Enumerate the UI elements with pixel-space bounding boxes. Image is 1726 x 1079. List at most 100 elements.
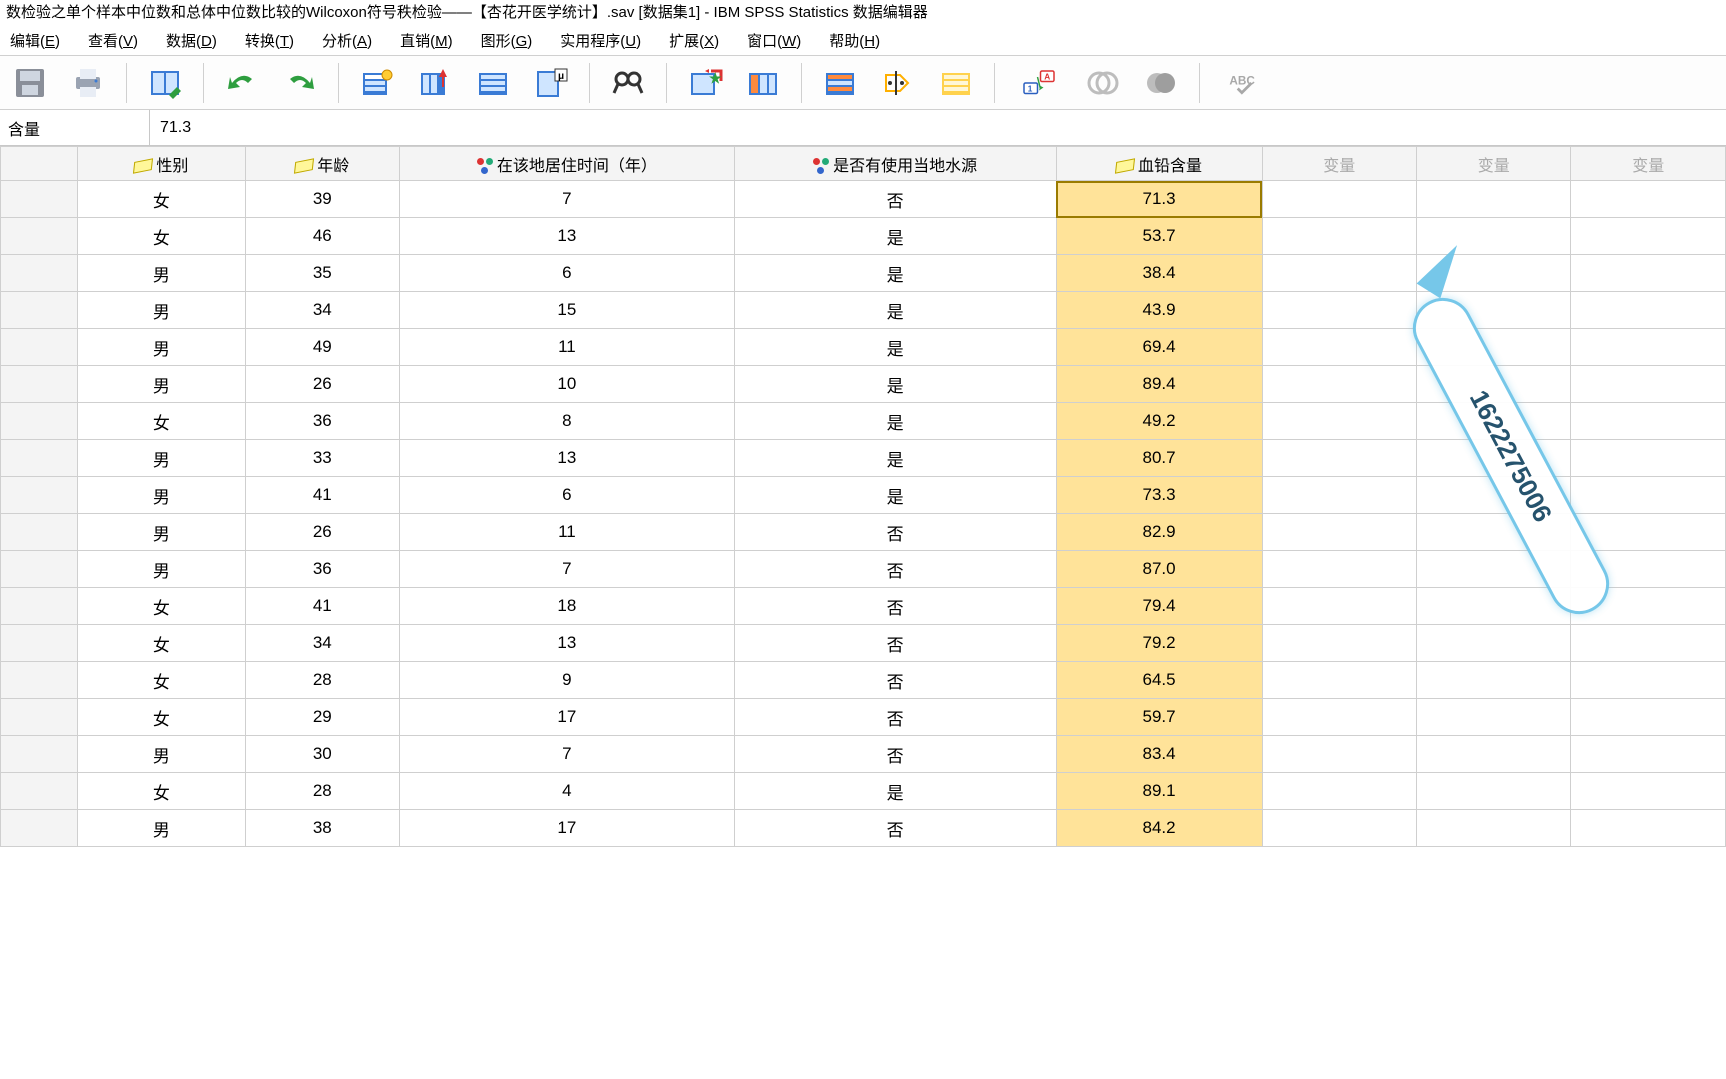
menu-w[interactable]: 窗口(W): [747, 30, 801, 51]
menu-e[interactable]: 编辑(E): [10, 30, 60, 51]
data-cell[interactable]: [1571, 329, 1726, 366]
data-cell[interactable]: 男: [78, 810, 245, 847]
data-cell[interactable]: 男: [78, 366, 245, 403]
data-cell[interactable]: [1417, 477, 1571, 514]
data-cell[interactable]: [1262, 329, 1416, 366]
data-cell[interactable]: 否: [734, 514, 1056, 551]
data-cell[interactable]: [1262, 736, 1416, 773]
row-header[interactable]: [1, 810, 78, 847]
data-cell[interactable]: 43.9: [1056, 292, 1262, 329]
menu-u[interactable]: 实用程序(U): [560, 30, 641, 51]
data-cell[interactable]: [1571, 181, 1726, 218]
data-cell[interactable]: 是: [734, 477, 1056, 514]
row-header[interactable]: [1, 292, 78, 329]
circles-filled-icon[interactable]: [1139, 61, 1183, 105]
data-cell[interactable]: [1262, 292, 1416, 329]
data-cell[interactable]: 7: [400, 551, 735, 588]
data-cell[interactable]: [1571, 514, 1726, 551]
data-cell[interactable]: [1417, 588, 1571, 625]
data-cell[interactable]: 84.2: [1056, 810, 1262, 847]
data-cell[interactable]: [1262, 255, 1416, 292]
row-header[interactable]: [1, 662, 78, 699]
data-cell[interactable]: [1262, 477, 1416, 514]
data-cell[interactable]: [1262, 773, 1416, 810]
data-cell[interactable]: 是: [734, 403, 1056, 440]
data-cell[interactable]: [1571, 662, 1726, 699]
data-cell[interactable]: 49.2: [1056, 403, 1262, 440]
data-cell[interactable]: 46: [245, 218, 399, 255]
use-sets-icon[interactable]: [934, 61, 978, 105]
menu-h[interactable]: 帮助(H): [829, 30, 880, 51]
data-cell[interactable]: [1417, 329, 1571, 366]
row-header[interactable]: [1, 551, 78, 588]
data-cell[interactable]: 否: [734, 588, 1056, 625]
row-header[interactable]: [1, 329, 78, 366]
data-cell[interactable]: 是: [734, 218, 1056, 255]
data-cell[interactable]: 女: [78, 773, 245, 810]
data-cell[interactable]: [1262, 588, 1416, 625]
data-cell[interactable]: 49: [245, 329, 399, 366]
data-cell[interactable]: [1571, 255, 1726, 292]
data-cell[interactable]: [1571, 292, 1726, 329]
data-cell[interactable]: 6: [400, 255, 735, 292]
data-cell[interactable]: [1262, 625, 1416, 662]
weight-cases-icon[interactable]: [741, 61, 785, 105]
circles-overlap-icon[interactable]: [1081, 61, 1125, 105]
data-cell[interactable]: 29: [245, 699, 399, 736]
row-header[interactable]: [1, 625, 78, 662]
data-cell[interactable]: 41: [245, 588, 399, 625]
row-header[interactable]: [1, 181, 78, 218]
data-cell[interactable]: 79.2: [1056, 625, 1262, 662]
data-cell[interactable]: 否: [734, 810, 1056, 847]
data-cell[interactable]: 38: [245, 810, 399, 847]
data-cell[interactable]: 男: [78, 551, 245, 588]
data-cell[interactable]: [1262, 662, 1416, 699]
undo-icon[interactable]: [220, 61, 264, 105]
data-cell[interactable]: 男: [78, 440, 245, 477]
data-cell[interactable]: 11: [400, 329, 735, 366]
data-cell[interactable]: 女: [78, 699, 245, 736]
data-cell[interactable]: [1417, 699, 1571, 736]
redo-icon[interactable]: [278, 61, 322, 105]
data-cell[interactable]: 否: [734, 551, 1056, 588]
data-cell[interactable]: [1262, 699, 1416, 736]
data-cell[interactable]: [1571, 699, 1726, 736]
column-header[interactable]: 是否有使用当地水源: [734, 147, 1056, 181]
data-cell[interactable]: [1262, 181, 1416, 218]
data-cell[interactable]: [1262, 440, 1416, 477]
data-cell[interactable]: 36: [245, 551, 399, 588]
data-cell[interactable]: [1417, 662, 1571, 699]
menu-t[interactable]: 转换(T): [245, 30, 294, 51]
spellcheck-icon[interactable]: ABC: [1216, 61, 1276, 105]
row-header[interactable]: [1, 366, 78, 403]
data-cell[interactable]: [1571, 440, 1726, 477]
corner-cell[interactable]: [1, 147, 78, 181]
row-header[interactable]: [1, 773, 78, 810]
data-cell[interactable]: 9: [400, 662, 735, 699]
data-cell[interactable]: 11: [400, 514, 735, 551]
data-cell[interactable]: [1571, 551, 1726, 588]
data-cell[interactable]: 28: [245, 662, 399, 699]
data-cell[interactable]: 女: [78, 181, 245, 218]
row-header[interactable]: [1, 255, 78, 292]
data-cell[interactable]: 13: [400, 440, 735, 477]
show-labels-icon[interactable]: A1: [1011, 61, 1067, 105]
variables-icon[interactable]: [471, 61, 515, 105]
data-cell[interactable]: 53.7: [1056, 218, 1262, 255]
data-cell[interactable]: 26: [245, 366, 399, 403]
data-cell[interactable]: [1417, 810, 1571, 847]
data-cell[interactable]: 89.4: [1056, 366, 1262, 403]
data-cell[interactable]: 69.4: [1056, 329, 1262, 366]
data-cell[interactable]: 71.3: [1056, 181, 1262, 218]
data-cell[interactable]: 男: [78, 477, 245, 514]
data-cell[interactable]: [1571, 218, 1726, 255]
data-cell[interactable]: 10: [400, 366, 735, 403]
print-icon[interactable]: [66, 61, 110, 105]
row-header[interactable]: [1, 736, 78, 773]
data-cell[interactable]: 18: [400, 588, 735, 625]
data-cell[interactable]: [1417, 292, 1571, 329]
data-cell[interactable]: 33: [245, 440, 399, 477]
compute-icon[interactable]: μ: [529, 61, 573, 105]
data-cell[interactable]: 男: [78, 736, 245, 773]
data-cell[interactable]: 38.4: [1056, 255, 1262, 292]
